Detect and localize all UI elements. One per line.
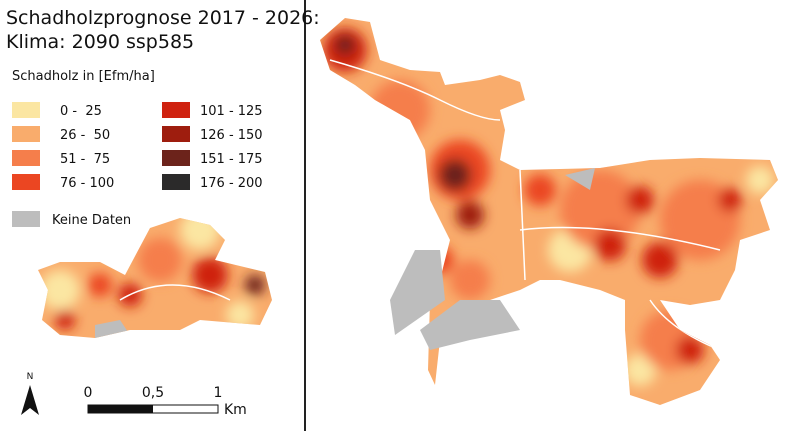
legend-swatch: [12, 211, 40, 227]
scale-unit: Km: [224, 402, 247, 418]
main-map: [320, 18, 778, 405]
title-line: Schadholzprognose 2017 - 2026:: [6, 7, 320, 29]
legend-label: 76 - 100: [60, 176, 114, 191]
scale-label: 1: [214, 385, 223, 401]
legend-label: 51 - 75: [60, 152, 110, 167]
legend-label: 126 - 150: [200, 128, 263, 143]
scale-labels: 0 0,5 1: [84, 385, 223, 401]
legend-label: 176 - 200: [200, 176, 263, 191]
inset-map: [38, 218, 272, 338]
north-label: N: [27, 372, 34, 382]
legend-title: Schadholz in [Efm/ha]: [12, 69, 155, 84]
legend-swatch: [12, 102, 40, 118]
legend-swatch: [162, 102, 190, 118]
legend: 0 - 25 26 - 50 51 - 75 76 - 100 101 - 125 126…: [12, 102, 263, 228]
legend-label: 0 - 25: [60, 104, 102, 119]
legend-swatch: [12, 150, 40, 166]
scale-bar-segment: [88, 405, 153, 413]
scale-label: 0,5: [142, 385, 164, 401]
legend-swatch: [162, 126, 190, 142]
legend-label: 101 - 125: [200, 104, 263, 119]
legend-label: 26 - 50: [60, 128, 110, 143]
scale-label: 0: [84, 385, 93, 401]
legend-swatch: [12, 174, 40, 190]
no-data-areas: [390, 168, 595, 350]
legend-label: Keine Daten: [52, 213, 131, 228]
legend-swatch: [162, 150, 190, 166]
legend-swatch: [162, 174, 190, 190]
legend-label: 151 - 175: [200, 152, 263, 167]
title-line: Klima: 2090 ssp585: [6, 31, 194, 53]
north-arrow: [21, 385, 39, 415]
legend-swatch: [12, 126, 40, 142]
